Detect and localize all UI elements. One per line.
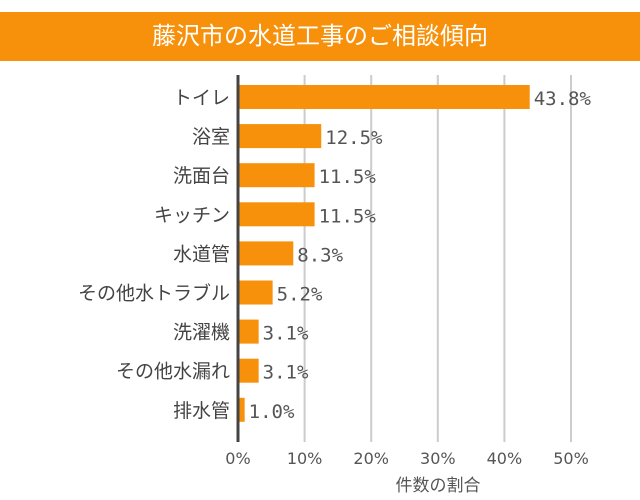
bar xyxy=(238,397,245,422)
bar xyxy=(238,358,259,383)
bar xyxy=(238,202,315,227)
bar xyxy=(238,241,294,266)
data-label: 1.0% xyxy=(249,401,295,423)
category-label: 洗濯機 xyxy=(173,322,230,344)
bar xyxy=(238,124,322,149)
x-tick-label: 10% xyxy=(287,449,323,468)
x-tick-label: 20% xyxy=(353,449,389,468)
bar xyxy=(238,85,530,109)
category-label: 排水管 xyxy=(173,400,230,422)
category-label: キッチン xyxy=(154,204,230,226)
data-label: 12.5% xyxy=(325,127,383,149)
chart-title: 藤沢市の水道工事のご相談傾向 xyxy=(0,12,640,61)
category-label: その他水漏れ xyxy=(116,361,230,383)
data-label: 3.1% xyxy=(263,323,309,345)
x-tick-label: 40% xyxy=(487,449,523,468)
bar xyxy=(238,163,315,188)
category-label: その他水トラブル xyxy=(78,282,230,305)
data-label: 43.8% xyxy=(534,88,592,110)
category-label: 洗面台 xyxy=(173,165,230,187)
data-label: 3.1% xyxy=(263,362,309,384)
x-tick-label: 50% xyxy=(553,449,589,468)
x-axis-label: 件数の割合 xyxy=(396,476,481,496)
data-label: 5.2% xyxy=(277,284,323,306)
x-tick-label: 30% xyxy=(420,449,456,468)
category-label: 浴室 xyxy=(192,126,230,148)
bar xyxy=(238,280,273,305)
category-label: トイレ xyxy=(173,87,230,109)
x-tick-label: 0% xyxy=(225,449,250,468)
bar xyxy=(238,319,259,344)
data-label: 8.3% xyxy=(297,244,343,266)
data-label: 11.5% xyxy=(319,166,377,188)
category-label: 水道管 xyxy=(173,243,230,265)
data-label: 11.5% xyxy=(319,205,377,227)
